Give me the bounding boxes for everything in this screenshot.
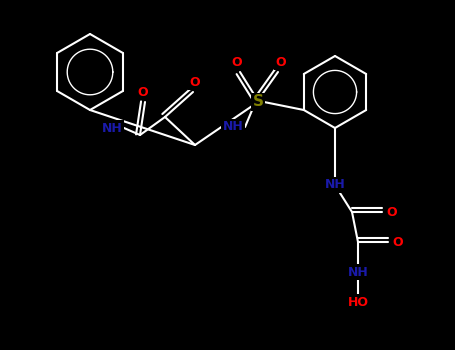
Text: S: S bbox=[253, 94, 263, 110]
Text: NH: NH bbox=[222, 120, 243, 133]
Text: O: O bbox=[387, 205, 397, 218]
Text: NH: NH bbox=[348, 266, 369, 279]
Text: O: O bbox=[393, 236, 403, 248]
Text: O: O bbox=[232, 56, 243, 69]
Text: NH: NH bbox=[324, 178, 345, 191]
Text: NH: NH bbox=[101, 121, 122, 134]
Text: O: O bbox=[276, 56, 286, 69]
Text: HO: HO bbox=[348, 295, 369, 308]
Text: O: O bbox=[190, 76, 200, 89]
Text: O: O bbox=[138, 85, 148, 98]
